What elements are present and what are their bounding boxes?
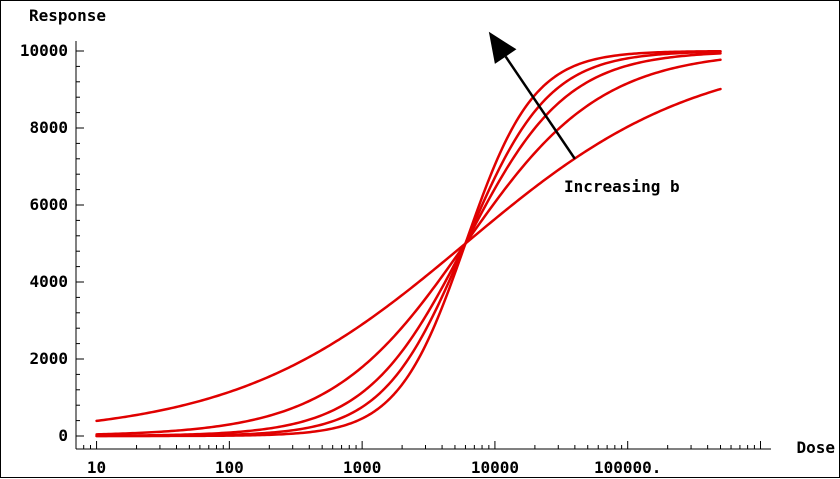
x-tick-label: 100 [215,458,244,477]
y-tick-label: 6000 [29,195,68,214]
series-line-1 [95,87,722,423]
y-tick-label: 0 [58,426,68,445]
y-tick-label: 8000 [29,118,68,137]
series-line-4 [95,50,722,438]
series-line-5 [95,49,722,438]
x-tick-label: 10 [87,458,106,477]
series-lines [95,49,722,438]
x-axis-title: Dose [796,438,835,457]
annotation-arrow-shaft [504,55,576,160]
series-line-3 [95,52,722,437]
series-line-2 [95,58,722,436]
y-tick-label: 4000 [29,272,68,291]
y-tick-label: 10000 [20,41,68,60]
y-axis-title: Response [29,6,106,25]
annotation-group: Increasing b [488,31,680,196]
annotation-text: Increasing b [564,177,680,196]
x-tick-label: 1000 [343,458,382,477]
x-tick-label: 10000 [471,458,519,477]
annotation-arrow-head [488,31,517,64]
y-tick-label: 2000 [29,349,68,368]
x-tick-label: 100000. [594,458,661,477]
axes: 0 2000 4000 6000 8000 10000 10 100 1000 10000 1000… [20,6,835,477]
